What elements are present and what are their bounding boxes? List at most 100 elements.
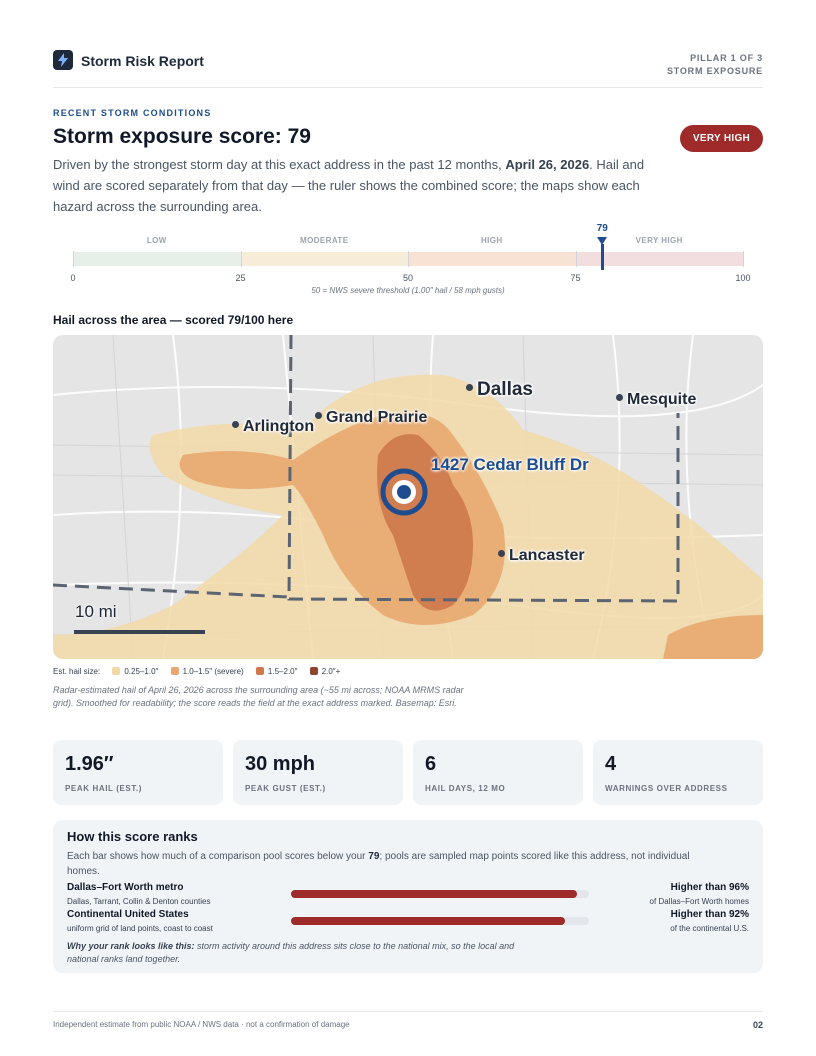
lede-text-1: Driven by the strongest storm day at thi… (53, 157, 506, 172)
legend-swatch (112, 666, 121, 675)
city-label-arlington: Arlington (232, 418, 314, 436)
city-name: Dallas (477, 379, 533, 400)
section-eyebrow: RECENT STORM CONDITIONS (53, 108, 212, 118)
rank-row-metro-name: Dallas–Fort Worth metro (67, 882, 184, 893)
score-marker-line (600, 244, 604, 270)
rank-bar-us-track (291, 917, 589, 925)
why-label: Why your rank looks like this: (67, 941, 195, 951)
legend-swatch (309, 666, 318, 675)
stat-label: PEAK GUST (EST.) (245, 784, 326, 793)
page-footer: Independent estimate from public NOAA / … (53, 1011, 763, 1030)
ruler-band-label: LOW (146, 236, 167, 245)
map-caption: Radar-estimated hail of April 26, 2026 a… (53, 685, 464, 708)
ruler-note: 50 = NWS severe threshold (1.00″ hail / … (311, 286, 505, 295)
ruler-band-label: VERY HIGH (635, 236, 683, 245)
rank-desc-score: 79 (368, 851, 380, 862)
stat-label: PEAK HAIL (EST.) (65, 784, 143, 793)
legend-swatch (255, 666, 264, 675)
score-ruler: 50 = NWS severe threshold (1.00″ hail / … (70, 222, 750, 302)
ruler-tick-label: 75 (570, 273, 581, 283)
city-label-dallas: Dallas (466, 379, 533, 401)
lede-text-2: . Hail and wind are scored separately fr… (53, 157, 645, 214)
city-dot-icon (232, 421, 239, 429)
map-scale-label: 10 mi (75, 602, 117, 621)
legend-label: 2.0″+ (321, 667, 341, 676)
stat-label: WARNINGS OVER ADDRESS (605, 784, 728, 793)
page-number: 02 (752, 1020, 763, 1030)
legend-item: 0.25–1.0″ (112, 666, 159, 676)
risk-badge: VERY HIGH (680, 125, 763, 152)
stat-card-peak-hail: 1.96″ PEAK HAIL (EST.) (53, 740, 223, 805)
ruler-band-high (408, 252, 576, 266)
city-name: Grand Prairie (326, 409, 428, 426)
ruler-band-label: MODERATE (300, 236, 349, 245)
legend-label: 1.5–2.0″ (267, 667, 298, 676)
city-name: Arlington (243, 418, 315, 435)
rank-row-us-name: Continental United States (67, 909, 189, 920)
city-name: Mesquite (627, 391, 697, 408)
rank-row-us-value-sub: of the continental U.S. (670, 924, 749, 933)
rank-row-us-sub: uniform grid of land points, coast to co… (67, 924, 213, 933)
legend-item: 2.0″+ (309, 666, 341, 676)
ruler-tick-label: 50 (402, 273, 413, 283)
rank-row-us-value: Higher than 92% (670, 909, 749, 920)
ruler-band-very-high (575, 252, 743, 266)
city-dot-icon (498, 550, 505, 558)
pillar-indicator: PILLAR 1 OF 3 STORM EXPOSURE (667, 52, 763, 78)
hail-legend: Est. hail size: 0.25–1.0″ 1.0–1.5″ (seve… (53, 666, 350, 676)
map-scale-bar (74, 630, 205, 634)
ruler-tick (408, 251, 409, 267)
ruler-tick-label: 100 (735, 273, 751, 283)
stat-value: 1.96″ (65, 753, 114, 775)
ruler-tick (743, 251, 744, 267)
footer-disclaimer: Independent estimate from public NOAA / … (53, 1020, 350, 1029)
page-header: Storm Risk Report PILLAR 1 OF 3 STORM EX… (53, 48, 763, 88)
legend-label: 1.0–1.5″ (severe) (182, 667, 244, 676)
rank-row-metro-value-sub: of Dallas–Fort Worth homes (649, 897, 749, 906)
legend-item: 1.5–2.0″ (255, 666, 298, 676)
score-description: Driven by the strongest storm day at thi… (53, 154, 663, 217)
city-label-lancaster: Lancaster (498, 547, 585, 565)
city-label-grand-prairie: Grand Prairie (315, 409, 427, 427)
city-dot-icon (466, 384, 473, 392)
stat-card-peak-gust: 30 mph PEAK GUST (EST.) (233, 740, 403, 805)
pillar-number: PILLAR 1 OF 3 (690, 53, 763, 63)
bolt-logo-icon (53, 50, 73, 70)
ruler-band-low (73, 252, 241, 266)
ruler-tick-label: 0 (70, 273, 76, 283)
rank-description: Each bar shows how much of a comparison … (67, 849, 707, 879)
city-dot-icon (616, 394, 623, 402)
rank-row-metro-sub: Dallas, Tarrant, Collin & Denton countie… (67, 897, 211, 906)
pillar-name: STORM EXPOSURE (666, 66, 763, 76)
hail-map[interactable]: Dallas Mesquite Arlington Grand Prairie … (53, 335, 763, 659)
legend-swatch (170, 666, 179, 675)
why-text: storm activity around this address sits … (67, 941, 515, 964)
stat-label: HAIL DAYS, 12 MO (425, 784, 506, 793)
ruler-tick-label: 25 (235, 273, 246, 283)
rank-explanation: Why your rank looks like this: storm act… (67, 940, 527, 966)
legend-item: 1.0–1.5″ (severe) (170, 666, 244, 676)
legend-title: Est. hail size: (53, 667, 101, 676)
ruler-tick (240, 251, 242, 267)
city-name: Lancaster (509, 547, 585, 564)
rank-desc-text-1: Each bar shows how much of a comparison … (67, 851, 369, 862)
address-label: 1427 Cedar Bluff Dr (431, 455, 589, 474)
rank-panel: How this score ranks Each bar shows how … (53, 820, 763, 973)
lede-date: April 26, 2026 (505, 157, 590, 172)
city-dot-icon (315, 412, 322, 420)
rank-bar-us-fill (291, 917, 566, 925)
rank-bar-metro-track (291, 890, 589, 898)
stat-value: 6 (425, 753, 437, 775)
ruler-band-label: HIGH (480, 236, 503, 245)
brand-title: Storm Risk Report (81, 53, 204, 69)
rank-title: How this score ranks (67, 829, 198, 844)
legend-label: 0.25–1.0″ (124, 667, 159, 676)
ruler-tick (73, 251, 74, 267)
stat-value: 30 mph (245, 753, 316, 775)
map-graphic (53, 335, 763, 659)
ruler-band-moderate (240, 252, 408, 266)
ruler-tick (575, 251, 577, 267)
rank-desc-text-2: ; pools are sampled map points scored li… (67, 851, 690, 877)
rank-bar-metro-fill (291, 890, 578, 898)
